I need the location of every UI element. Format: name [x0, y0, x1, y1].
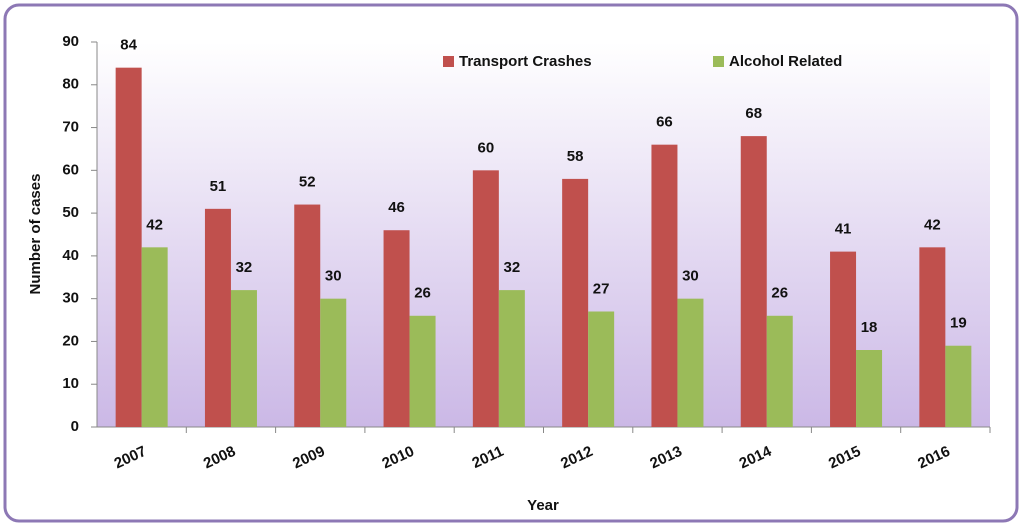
legend-swatch: [713, 56, 724, 67]
data-label: 42: [146, 216, 163, 233]
y-tick-label: 90: [62, 33, 79, 50]
legend-label: Alcohol Related: [729, 53, 842, 70]
bar: [740, 136, 767, 427]
data-label: 32: [504, 259, 521, 276]
y-tick-label: 40: [62, 247, 79, 264]
bar: [651, 144, 678, 427]
data-label: 26: [414, 285, 431, 302]
data-label: 18: [861, 319, 878, 336]
bar: [498, 290, 525, 427]
data-label: 27: [593, 280, 610, 297]
data-label: 30: [325, 268, 342, 285]
data-label: 68: [745, 105, 762, 122]
y-tick-label: 60: [62, 161, 79, 178]
data-label: 26: [771, 285, 788, 302]
legend-swatch: [443, 56, 454, 67]
bar: [562, 178, 589, 427]
data-label: 58: [567, 148, 584, 165]
bar: [294, 204, 321, 427]
bar: [830, 251, 857, 427]
bar: [230, 290, 257, 427]
y-axis-title: Number of cases: [27, 174, 44, 295]
bar: [115, 67, 142, 428]
y-tick-label: 80: [62, 76, 79, 93]
data-label: 84: [120, 37, 137, 54]
bar: [383, 230, 410, 427]
y-tick-label: 30: [62, 290, 79, 307]
data-label: 51: [210, 178, 227, 195]
bar: [945, 345, 972, 427]
bar: [919, 247, 946, 427]
bar: [588, 311, 615, 427]
bar: [677, 298, 704, 427]
data-label: 30: [682, 268, 699, 285]
data-label: 42: [924, 216, 941, 233]
data-label: 19: [950, 315, 967, 332]
bar: [856, 350, 883, 427]
data-label: 66: [656, 114, 673, 131]
data-label: 41: [835, 221, 852, 238]
y-tick-label: 50: [62, 204, 79, 221]
y-tick-label: 70: [62, 119, 79, 136]
bar: [409, 315, 436, 427]
y-tick-label: 20: [62, 332, 79, 349]
legend-label: Transport Crashes: [459, 53, 592, 70]
bar: [472, 170, 499, 428]
bar: [204, 208, 231, 427]
x-axis-title: Year: [527, 497, 559, 514]
y-tick-label: 10: [62, 375, 79, 392]
data-label: 46: [388, 199, 405, 216]
bar: [320, 298, 347, 427]
data-label: 60: [478, 139, 495, 156]
data-label: 32: [236, 259, 253, 276]
bar: [141, 247, 168, 427]
y-tick-label: 0: [71, 418, 79, 435]
bar: [766, 315, 793, 427]
data-label: 52: [299, 174, 316, 191]
